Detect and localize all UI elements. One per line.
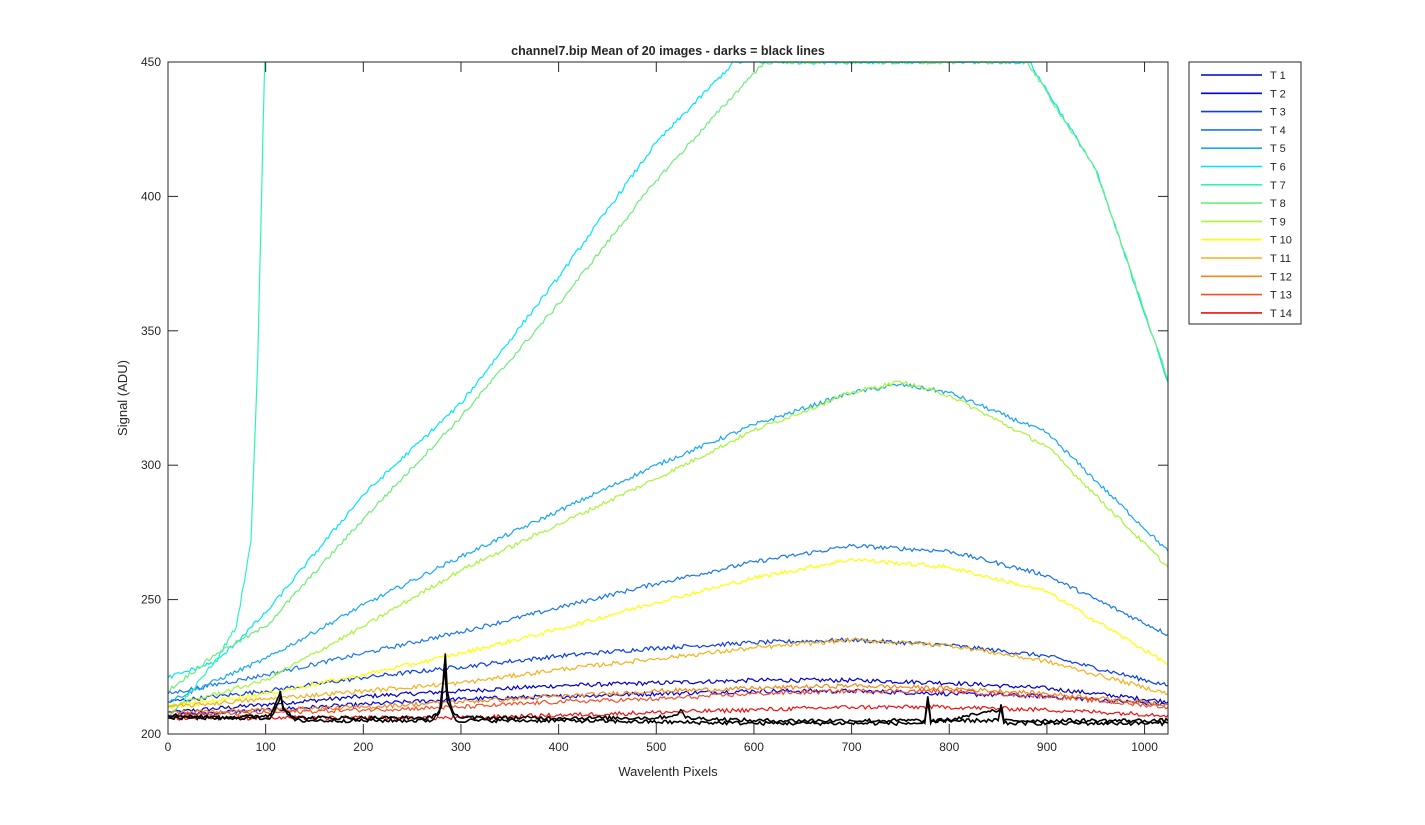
y-tick-label: 450 bbox=[141, 55, 161, 69]
legend-label: T 2 bbox=[1270, 88, 1286, 100]
plot-frame bbox=[167, 61, 1169, 735]
legend-label: T 10 bbox=[1270, 235, 1292, 247]
x-tick-label: 800 bbox=[939, 740, 959, 754]
series-line-7 bbox=[167, 61, 266, 719]
series-line-5 bbox=[167, 382, 1169, 703]
legend-label: T 13 bbox=[1270, 290, 1292, 302]
y-axis-ticks: 200 250 300 350 400 450 bbox=[141, 55, 1168, 741]
legend-label: T 11 bbox=[1270, 253, 1291, 265]
legend-label: T 3 bbox=[1270, 107, 1286, 119]
x-tick-label: 500 bbox=[646, 740, 666, 754]
series-line-13 bbox=[167, 687, 1169, 718]
x-tick-label: 600 bbox=[744, 740, 764, 754]
legend-label: T 4 bbox=[1270, 125, 1286, 137]
x-tick-label: 300 bbox=[451, 740, 471, 754]
series-line-9 bbox=[167, 380, 1169, 709]
legend-label: T 14 bbox=[1270, 308, 1292, 320]
y-tick-label: 300 bbox=[141, 458, 161, 472]
y-tick-label: 250 bbox=[141, 593, 161, 607]
plot-area bbox=[168, 62, 1168, 734]
series-line-10 bbox=[167, 558, 1169, 710]
legend-label: T 5 bbox=[1270, 143, 1286, 155]
x-tick-label: 700 bbox=[842, 740, 862, 754]
x-tick-label: 100 bbox=[256, 740, 276, 754]
y-axis-label: Signal (ADU) bbox=[115, 360, 130, 436]
x-tick-label: 900 bbox=[1037, 740, 1057, 754]
x-axis-ticks: 0 100 200 300 400 500 600 700 800 900 1000 bbox=[165, 62, 1158, 754]
dark-line-2 bbox=[167, 664, 1169, 727]
legend-label: T 1 bbox=[1270, 70, 1286, 82]
legend: T 1 T 2 T 3 T 4 T 5 T 6 T 7 T 8 T 9 T 10 T 11 T 12 T… bbox=[1188, 61, 1302, 325]
x-tick-label: 1000 bbox=[1131, 740, 1158, 754]
x-tick-label: 400 bbox=[549, 740, 569, 754]
dark-series-layer bbox=[167, 653, 1169, 727]
x-axis-label: Wavelenth Pixels bbox=[618, 764, 718, 779]
series-line-4 bbox=[167, 543, 1169, 695]
series-line-3 bbox=[167, 637, 1169, 703]
x-tick-label: 200 bbox=[353, 740, 373, 754]
x-tick-label: 0 bbox=[165, 740, 172, 754]
series-line-11 bbox=[167, 637, 1169, 708]
series-line-6 bbox=[167, 61, 1169, 680]
chart-title: channel7.bip Mean of 20 images - darks =… bbox=[511, 44, 825, 58]
series-line-12 bbox=[167, 682, 1169, 716]
legend-box bbox=[1188, 61, 1302, 325]
legend-label: T 8 bbox=[1270, 198, 1286, 210]
legend-label: T 6 bbox=[1270, 162, 1286, 174]
y-tick-label: 400 bbox=[141, 189, 161, 203]
y-tick-label: 350 bbox=[141, 324, 161, 338]
legend-label: T 9 bbox=[1270, 216, 1286, 228]
legend-label: T 7 bbox=[1270, 180, 1286, 192]
y-tick-label: 200 bbox=[141, 727, 161, 741]
series-line-1 bbox=[167, 676, 1169, 714]
series-line-8 bbox=[167, 61, 1169, 692]
dark-line-1 bbox=[167, 653, 1169, 724]
legend-label: T 12 bbox=[1270, 271, 1292, 283]
